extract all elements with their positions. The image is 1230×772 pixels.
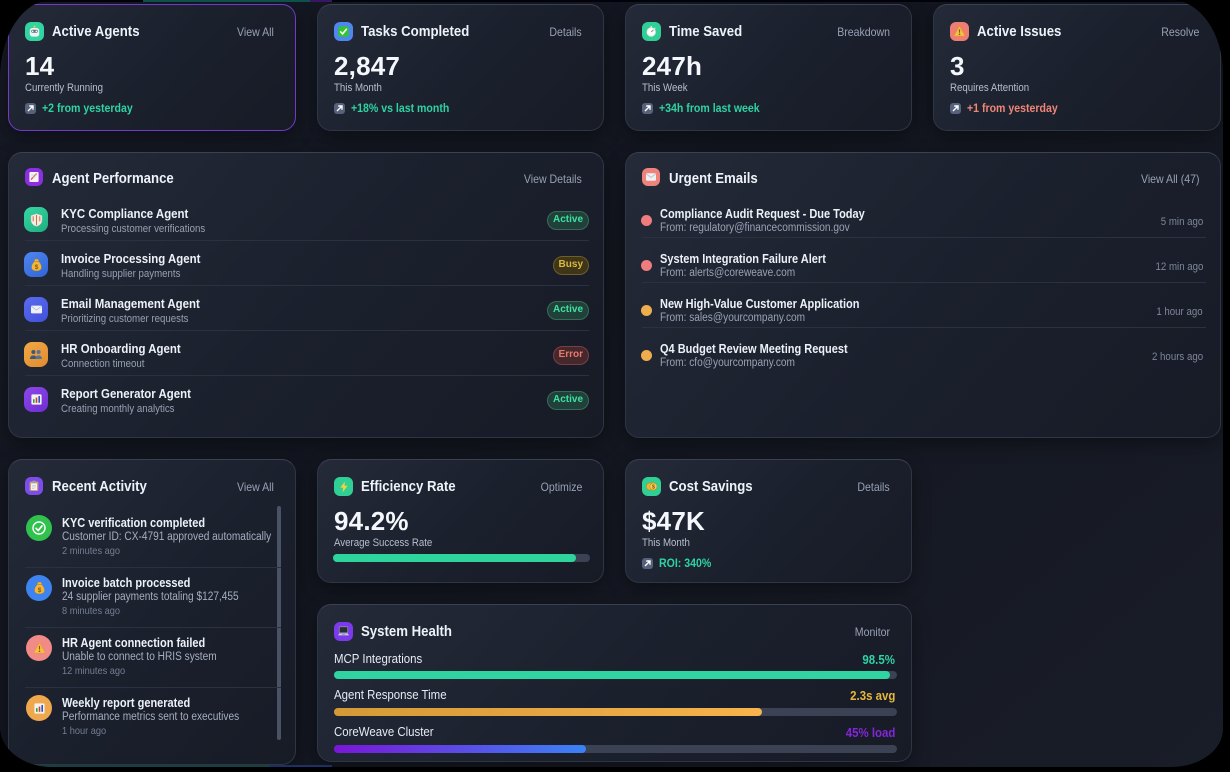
svg-text:$: $ bbox=[34, 264, 38, 271]
svg-text:$: $ bbox=[37, 587, 41, 594]
svg-text:$: $ bbox=[652, 485, 655, 491]
